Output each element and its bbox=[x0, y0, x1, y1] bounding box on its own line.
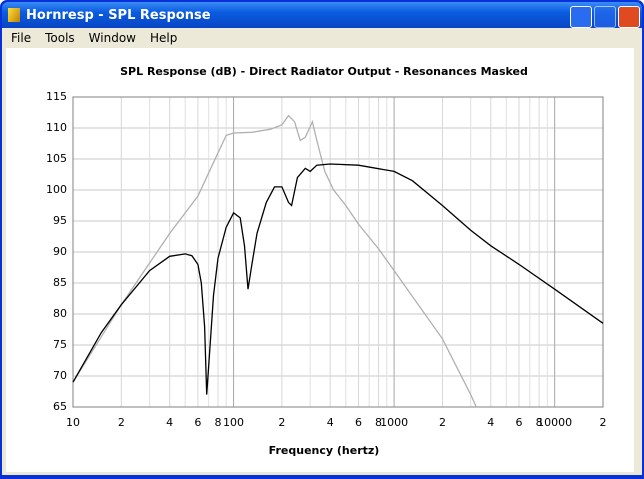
x-tick-label: 6 bbox=[355, 416, 362, 429]
x-tick-label: 6 bbox=[194, 416, 201, 429]
x-tick-label: 8 bbox=[536, 416, 543, 429]
x-tick-label: 100 bbox=[223, 416, 244, 429]
y-tick-label: 90 bbox=[53, 245, 67, 258]
x-tick-label: 4 bbox=[166, 416, 173, 429]
y-tick-label: 80 bbox=[53, 307, 67, 320]
data-line bbox=[72, 163, 604, 395]
x-tick-label: 2 bbox=[118, 416, 125, 429]
app-icon bbox=[8, 8, 20, 22]
x-axis-label: Frequency (hertz) bbox=[269, 444, 380, 457]
menu-item[interactable]: File bbox=[11, 31, 32, 45]
data-line bbox=[72, 114, 477, 408]
chart-area: SPL Response (dB) - Direct Radiator Outp… bbox=[2, 48, 642, 475]
y-tick-label: 75 bbox=[53, 338, 67, 351]
menu-bar: File Tools Window Help bbox=[2, 28, 642, 48]
x-tick-label: 8 bbox=[214, 416, 221, 429]
minimize-button[interactable] bbox=[570, 6, 592, 28]
x-tick-label: 1000 bbox=[380, 416, 408, 429]
menu-item[interactable]: Window bbox=[88, 31, 136, 45]
x-tick-label: 2 bbox=[439, 416, 446, 429]
window-title: Hornresp - SPL Response bbox=[26, 8, 211, 23]
plot-frame bbox=[72, 96, 604, 408]
x-tick-label: 2 bbox=[278, 416, 285, 429]
y-tick-label: 105 bbox=[46, 152, 67, 165]
x-tick-label: 6 bbox=[516, 416, 523, 429]
y-tick-label: 110 bbox=[46, 121, 67, 134]
x-tick-label: 2 bbox=[600, 416, 607, 429]
chart-title: SPL Response (dB) - Direct Radiator Outp… bbox=[120, 65, 528, 78]
y-tick-label: 100 bbox=[46, 183, 67, 196]
y-tick-label: 70 bbox=[53, 369, 67, 382]
x-tick-label: 4 bbox=[487, 416, 494, 429]
x-tick-label: 4 bbox=[327, 416, 334, 429]
chart: SPL Response (dB) - Direct Radiator Outp… bbox=[6, 48, 634, 472]
chart-background bbox=[6, 48, 634, 472]
close-button[interactable] bbox=[618, 6, 640, 28]
menu-item[interactable]: Tools bbox=[45, 31, 75, 45]
x-tick-label: 8 bbox=[375, 416, 382, 429]
maximize-button[interactable] bbox=[594, 6, 616, 28]
x-tick-label: 10 bbox=[66, 416, 80, 429]
y-tick-label: 65 bbox=[53, 400, 67, 413]
y-tick-label: 85 bbox=[53, 276, 67, 289]
x-tick-label: 10000 bbox=[537, 416, 572, 429]
y-tick-label: 115 bbox=[46, 90, 67, 103]
title-bar: Hornresp - SPL Response bbox=[2, 2, 642, 28]
menu-item[interactable]: Help bbox=[149, 31, 178, 45]
y-tick-label: 95 bbox=[53, 214, 67, 227]
